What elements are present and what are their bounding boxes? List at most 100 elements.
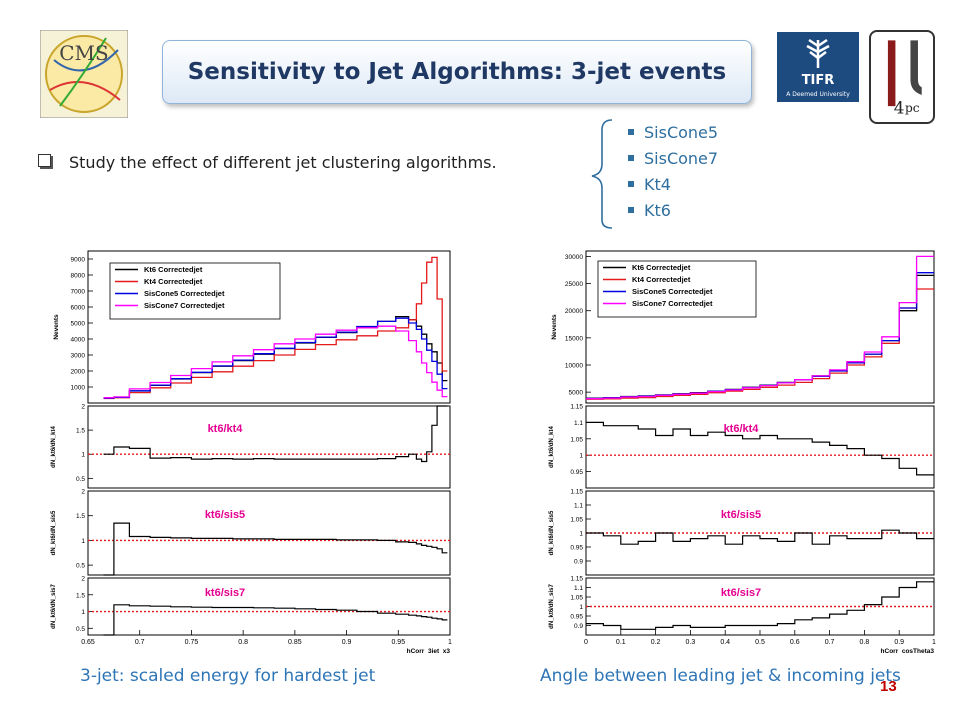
ratio-frame	[87, 405, 451, 489]
algorithm-item: Kt6	[628, 198, 718, 224]
x-tick-label: 0.1	[616, 639, 626, 646]
chart-x3-energy: 1000 2000 3000 4000 5000 6000 7000 8000 9000 Neve…	[51, 250, 452, 653]
y-tick-label: 6000	[71, 305, 86, 312]
y-tick-label: 9000	[71, 257, 86, 264]
y-tick-label: 1.5	[76, 428, 85, 435]
y-tick-label: 20000	[565, 308, 583, 315]
ratio-label: kt6/sis7	[205, 587, 245, 599]
algorithm-item: SisCone5	[628, 120, 718, 146]
svg-text:TIFR: TIFR	[802, 73, 835, 88]
x-tick-label: 0.95	[391, 639, 405, 646]
y-tick-label: 0.5	[76, 626, 85, 633]
ratio-frame	[585, 405, 935, 489]
ratio-frame	[87, 577, 451, 636]
y-tick-label: 1	[81, 538, 85, 545]
legend-label: SisCone7 Correctedjet	[144, 301, 225, 310]
ratio-line	[103, 522, 448, 576]
y-tick-label: 0.9	[574, 623, 583, 630]
legend-box	[597, 260, 757, 318]
y-tick-label: 4000	[71, 337, 86, 344]
x-tick-label: 0.8	[860, 639, 870, 646]
cms-logo: CMS	[40, 30, 128, 118]
y-tick-label: 0.95	[570, 545, 583, 552]
y-tick-label: 0.95	[570, 469, 583, 476]
ratio-frame	[87, 490, 451, 576]
x-tick-label: 0	[584, 639, 588, 646]
y-tick-label: 1.15	[570, 404, 583, 411]
bullet-square-icon	[628, 181, 634, 187]
legend: Kt6 Correctedjet Kt4 Correctedjet SisCone5…	[597, 260, 757, 318]
y-tick-label: 1.05	[570, 517, 583, 524]
x-tick-label: 0.8	[238, 639, 248, 646]
y-axis-label: Nevents	[551, 314, 558, 340]
ratio-label: kt6/kt4	[208, 423, 244, 435]
x-tick-label: 0.85	[288, 639, 302, 646]
y-tick-label: 1.5	[76, 513, 85, 520]
ratio-y-label: dN_kt6/dN_sis5	[51, 510, 57, 555]
y-tick-label: 1.5	[76, 592, 85, 599]
series-line-4	[586, 255, 934, 400]
x-tick-label: 0.7	[135, 639, 145, 646]
legend-label: SisCone5 Correctedjet	[632, 287, 713, 296]
y-tick-label: 2000	[71, 369, 86, 376]
brace-icon	[591, 119, 613, 229]
legend-box	[109, 262, 281, 320]
ratio-y-label: dN_kt6/dN_sis7	[549, 583, 555, 628]
y-tick-label: 1.1	[574, 585, 583, 592]
y-tick-label: 2	[81, 404, 85, 411]
y-tick-label: 25000	[565, 281, 583, 288]
x-tick-label: 0.75	[185, 639, 199, 646]
x-axis-label: hCorr_cosTheta3	[881, 648, 935, 653]
ratio-y-label: dN_kt6/dN_sis7	[51, 583, 57, 628]
y-tick-label: 1	[579, 531, 583, 538]
checkbox-bullet-icon	[38, 154, 51, 167]
x-tick-label: 1	[932, 639, 936, 646]
svg-text:pc: pc	[905, 101, 920, 115]
plot-frame	[87, 250, 451, 404]
y-tick-label: 5000	[71, 321, 86, 328]
ratio-line	[103, 604, 448, 636]
bullet-square-icon	[628, 207, 634, 213]
x-tick-label: 0.9	[894, 639, 904, 646]
y-tick-label: 8000	[71, 273, 86, 280]
y-tick-label: 5000	[569, 390, 584, 397]
ratio-label: kt6/sis5	[205, 509, 245, 521]
y-axis-label: Nevents	[53, 314, 60, 340]
ratio-line	[586, 421, 934, 476]
legend: Kt6 Correctedjet Kt4 Correctedjet SisCone5…	[109, 262, 281, 320]
y-tick-label: 1.15	[570, 489, 583, 496]
bullet-square-icon	[628, 155, 634, 161]
ratio-y-label: dN_kt6/dN_kt4	[549, 426, 555, 468]
y-tick-label: 2	[81, 576, 85, 583]
y-tick-label: 0.9	[574, 559, 583, 566]
bullet-square-icon	[628, 129, 634, 135]
bullet-item: Study the effect of different jet cluste…	[38, 153, 497, 172]
ratio-label: kt6/sis5	[721, 509, 761, 521]
legend-label: Kt6 Correctedjet	[632, 263, 691, 272]
caption-right: Angle between leading jet & incoming jet…	[540, 666, 901, 686]
legend-label: Kt4 Correctedjet	[632, 275, 691, 284]
x-tick-label: 0.4	[720, 639, 730, 646]
x-axis-label: hCorr_3jet_x3	[407, 648, 451, 653]
tifr-logo-text: A Deemed University	[786, 91, 850, 98]
y-tick-label: 7000	[71, 289, 86, 296]
slide-title: Sensitivity to Jet Algorithms: 3-jet eve…	[187, 59, 727, 85]
cms-logo-text: CMS	[59, 41, 108, 65]
y-tick-label: 1000	[71, 385, 86, 392]
ratio-line	[586, 581, 934, 630]
y-tick-label: 0.95	[570, 614, 583, 621]
ratio-label: kt6/kt4	[724, 423, 760, 435]
legend-label: SisCone5 Correctedjet	[144, 289, 225, 298]
tifr-logo: TIFR A Deemed University	[777, 32, 859, 102]
y-tick-label: 1.05	[570, 595, 583, 602]
bullet-text: Study the effect of different jet cluste…	[69, 153, 497, 172]
y-tick-label: 0.5	[76, 563, 85, 570]
ratio-line	[103, 405, 448, 463]
y-tick-label: 1	[81, 609, 85, 616]
y-tick-label: 30000	[565, 254, 583, 261]
y-tick-label: 1	[579, 453, 583, 460]
svg-text:4: 4	[894, 98, 905, 118]
x-tick-label: 0.5	[755, 639, 765, 646]
ratio-y-label: dN_kt6/dN_kt4	[51, 426, 57, 468]
caption-left: 3-jet: scaled energy for hardest jet	[80, 666, 376, 686]
